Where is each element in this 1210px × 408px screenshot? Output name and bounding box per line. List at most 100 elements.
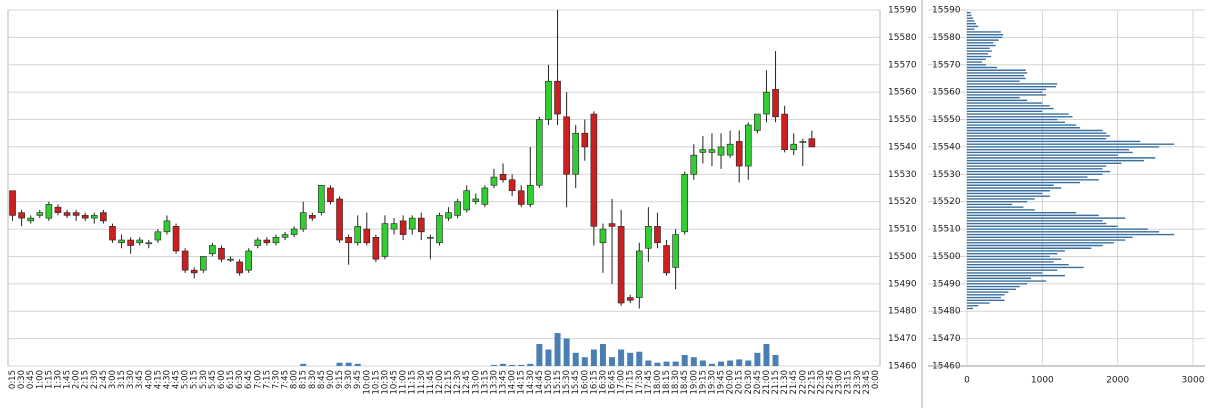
x-tick-label: 4:00 (144, 370, 154, 389)
volume-bar (518, 364, 525, 366)
y-tick-label: 15520 (932, 197, 961, 207)
x-tick-label: 3:00 (108, 370, 118, 389)
candle-body (735, 141, 743, 167)
y-tick-label: 15560 (888, 88, 917, 98)
candle-body (536, 119, 543, 186)
candle-body (36, 212, 44, 216)
candle-body (508, 179, 516, 192)
x-tick-label: 23:15 (844, 370, 854, 395)
volume-bar (736, 359, 743, 366)
volume-bar (354, 363, 361, 366)
candle-body (327, 187, 334, 202)
y-tick-label: 15510 (932, 225, 961, 235)
x-tick-label: 21:30 (780, 370, 790, 395)
candle-body (436, 215, 443, 244)
candle-body (699, 149, 707, 153)
x-tick-label: 9:15 (335, 370, 345, 389)
candle-body (18, 212, 25, 219)
x-tick-label: 9:00 (326, 370, 336, 389)
candle-body (272, 236, 280, 244)
y-tick-label: 15530 (932, 170, 961, 180)
x-tick-label: 6:15 (226, 370, 236, 389)
candle-body (72, 212, 80, 216)
x-tick-label: 23:45 (862, 370, 872, 395)
x-tick-label: 2:15 (81, 370, 91, 389)
x-tick-label: 23:30 (853, 370, 863, 395)
x-tick-label: 7:30 (271, 370, 281, 389)
x-tick-label: 10:30 (380, 370, 390, 395)
y-tick-label: 15480 (932, 307, 961, 317)
candle-body (245, 250, 253, 271)
candle-body (645, 226, 652, 249)
volume-bar (563, 338, 570, 366)
volume-bar (754, 352, 761, 366)
volume-bar (509, 364, 516, 366)
candle-body (772, 89, 779, 118)
candle-body (717, 146, 725, 156)
candle-body (635, 250, 643, 298)
y-tick-label: 15460 (888, 362, 917, 372)
volume-bar (618, 349, 625, 366)
candle-body (318, 184, 325, 213)
volume-bar (554, 333, 561, 366)
x-tick-label: 15:45 (571, 370, 581, 395)
candle-body (708, 149, 716, 153)
x-tick-label: 19:00 (689, 370, 699, 395)
x-tick-label: 0:30 (17, 370, 27, 389)
candle-body (336, 198, 343, 241)
volume-bar (527, 363, 534, 366)
x-tick-label: 8:30 (308, 370, 318, 389)
x-tick-label: 14:30 (526, 370, 536, 395)
x-tick-label: 12:30 (453, 370, 463, 395)
candle-body (654, 226, 661, 244)
x-tick-label: 1000 (1031, 376, 1054, 386)
volume-bar (663, 361, 670, 366)
volume-bar (500, 363, 507, 366)
x-tick-label: 10:45 (390, 370, 400, 395)
x-tick-label: 12:15 (444, 370, 454, 395)
candle-body (454, 201, 461, 216)
x-tick-label: 0:45 (26, 370, 36, 389)
x-tick-label: 22:00 (798, 370, 808, 395)
x-tick-label: 11:30 (417, 370, 427, 395)
candle-body (199, 256, 207, 271)
y-tick-label: 15490 (888, 279, 917, 289)
x-tick-label: 16:30 (598, 370, 608, 395)
x-tick-label: 5:15 (190, 370, 200, 389)
volume-bar (609, 357, 616, 366)
x-tick-label: 16:15 (589, 370, 599, 395)
x-tick-label: 13:00 (471, 370, 481, 395)
x-tick-label: 22:15 (807, 370, 817, 395)
candle-body (808, 138, 816, 148)
x-tick-label: 12:00 (435, 370, 445, 395)
x-tick-label: 18:30 (671, 370, 681, 395)
x-tick-label: 21:45 (789, 370, 799, 395)
x-tick-label: 1:30 (53, 370, 63, 389)
x-tick-label: 2:45 (99, 370, 109, 389)
x-tick-label: 0:15 (8, 370, 18, 389)
volume-bar (490, 364, 497, 366)
x-tick-label: 6:30 (235, 370, 245, 389)
x-tick-label: 18:45 (680, 370, 690, 395)
x-tick-label: 2:00 (72, 370, 82, 389)
x-tick-label: 20:45 (753, 370, 763, 395)
x-tick-label: 10:15 (371, 370, 381, 395)
volume-bar (708, 363, 715, 366)
x-tick-label: 20:00 (726, 370, 736, 395)
plot-frame (7, 9, 881, 367)
candle-body (526, 184, 534, 205)
x-tick-label: 16:00 (580, 370, 590, 395)
candle-body (81, 215, 89, 219)
x-tick-label: 1:00 (35, 370, 45, 389)
volume-bar (654, 362, 661, 366)
candle-body (617, 226, 625, 304)
volume-bar (545, 349, 552, 366)
candle-body (481, 187, 489, 205)
x-tick-label: 8:45 (317, 370, 327, 389)
x-tick-label: 19:15 (698, 370, 708, 395)
candle-body (109, 226, 116, 241)
x-tick-label: 17:15 (626, 370, 636, 395)
x-tick-label: 22:45 (826, 370, 836, 395)
x-tick-label: 19:45 (717, 370, 727, 395)
